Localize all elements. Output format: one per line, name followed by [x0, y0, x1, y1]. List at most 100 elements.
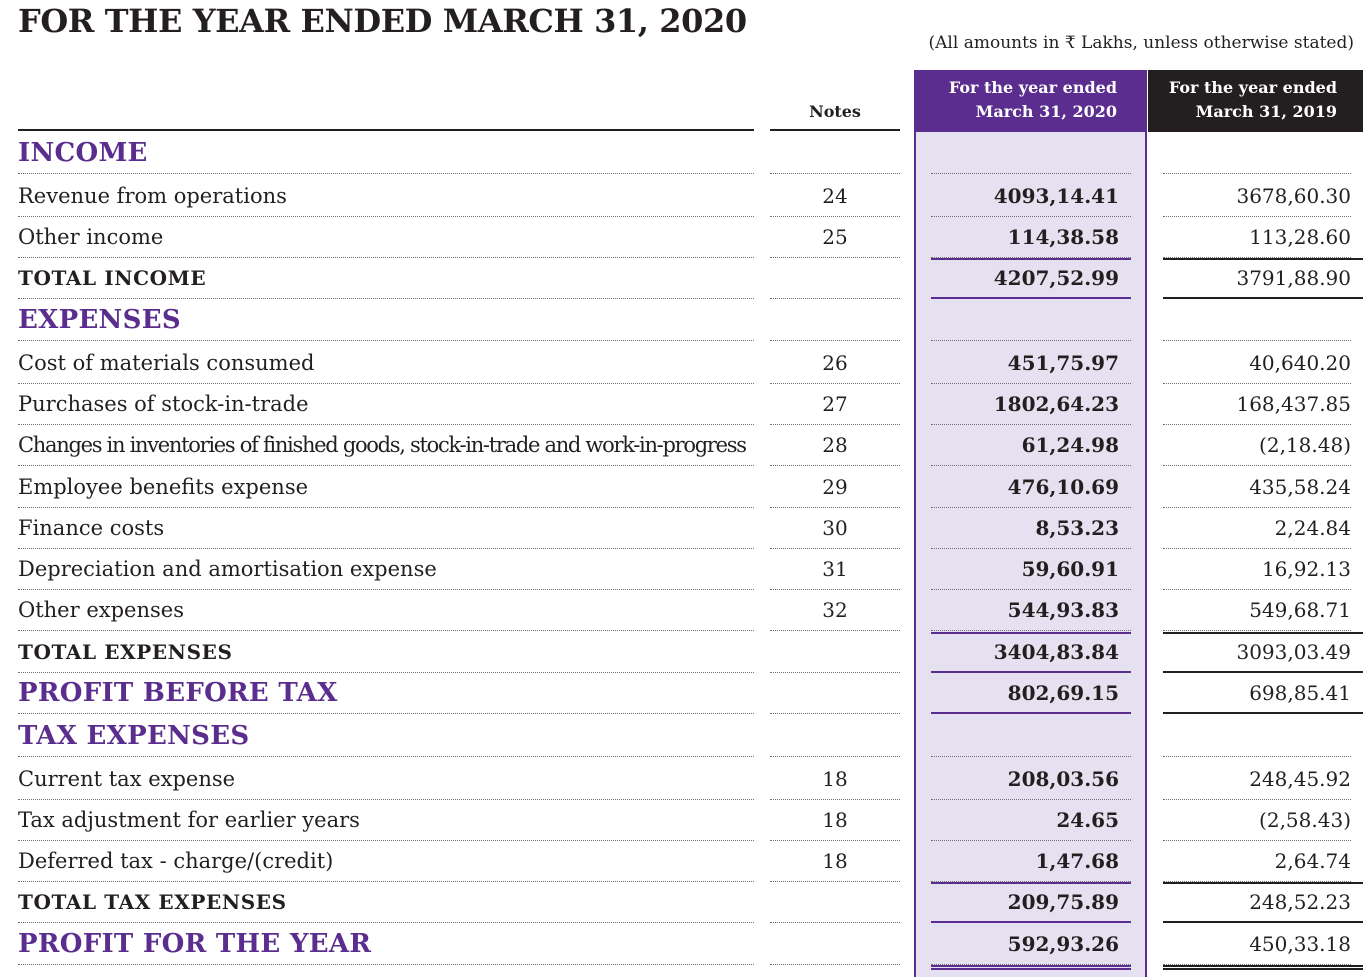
row-divider	[931, 840, 1131, 841]
header-rule-notes	[770, 129, 900, 131]
row-divider	[931, 756, 1131, 757]
row-label: PROFIT FOR THE YEAR	[18, 929, 372, 959]
row-divider	[770, 630, 900, 631]
row-divider	[770, 548, 900, 549]
row-note	[770, 882, 900, 923]
row-value-2019: 3791,88.90	[1236, 266, 1351, 290]
subtotal-rule	[1163, 258, 1363, 260]
row-value-2020: 59,60.91	[1021, 557, 1119, 581]
row-label: Revenue from operations	[18, 184, 287, 208]
row-divider	[770, 424, 900, 425]
table-row: INCOME	[0, 133, 1372, 174]
row-divider	[18, 799, 754, 800]
row-divider	[1163, 424, 1351, 425]
row-value-2020	[931, 133, 1119, 174]
row-divider	[18, 507, 754, 508]
row-divider	[770, 589, 900, 590]
previous-year-column-header: For the year ended March 31, 2019	[1148, 70, 1363, 132]
table-row: PROFIT BEFORE TAX 802,69.15 698,85.41	[0, 673, 1372, 714]
row-divider	[931, 630, 1131, 631]
row-note: 27	[822, 392, 848, 416]
row-divider	[931, 964, 1131, 965]
row-value-2019: 248,52.23	[1249, 890, 1351, 914]
row-label: INCOME	[18, 138, 148, 168]
row-note: 18	[822, 767, 848, 791]
row-value-2019	[1163, 300, 1351, 341]
row-value-2019: 16,92.13	[1261, 557, 1351, 581]
total-rule	[931, 297, 1131, 299]
row-divider	[931, 548, 1131, 549]
previous-year-header-line-2: March 31, 2019	[1195, 102, 1337, 121]
row-value-2020: 3404,83.84	[993, 640, 1119, 664]
row-value-2020: 4093,14.41	[993, 184, 1119, 208]
total-rule	[1163, 297, 1363, 299]
row-divider	[18, 298, 754, 299]
row-divider	[1163, 630, 1351, 631]
table-row: TOTAL INCOME 4207,52.99 3791,88.90	[0, 258, 1372, 299]
table-row: TOTAL TAX EXPENSES 209,75.89 248,52.23	[0, 882, 1372, 923]
row-divider	[1163, 173, 1351, 174]
row-divider	[1163, 840, 1351, 841]
row-value-2020: 451,75.97	[1007, 351, 1119, 375]
table-row: TAX EXPENSES	[0, 716, 1372, 757]
row-divider	[18, 589, 754, 590]
current-year-header-line-1: For the year ended	[948, 78, 1117, 97]
row-label: Purchases of stock-in-trade	[18, 392, 309, 416]
row-label: TOTAL TAX EXPENSES	[18, 890, 287, 914]
row-label: Other expenses	[18, 598, 184, 622]
row-divider	[18, 713, 754, 714]
row-divider	[931, 799, 1131, 800]
previous-year-header-line-1: For the year ended	[1168, 78, 1337, 97]
row-divider	[931, 257, 1131, 258]
current-year-column-shade	[914, 70, 1147, 977]
row-value-2020: 544,93.83	[1007, 598, 1119, 622]
row-divider	[770, 713, 900, 714]
row-divider	[18, 340, 754, 341]
row-value-2020: 114,38.58	[1007, 225, 1119, 249]
row-value-2020	[931, 300, 1119, 341]
table-row: Revenue from operations 24 4093,14.41 3678,…	[0, 176, 1372, 217]
table-row: Cost of materials consumed 26 451,75.97 40,…	[0, 343, 1372, 384]
row-divider	[18, 840, 754, 841]
table-row: TOTAL EXPENSES 3404,83.84 3093,03.49	[0, 632, 1372, 673]
row-value-2020: 208,03.56	[1007, 767, 1119, 791]
row-value-2019	[1163, 716, 1351, 757]
row-note: 32	[822, 598, 848, 622]
row-note: 28	[822, 433, 848, 457]
row-divider	[931, 507, 1131, 508]
notes-column-header: Notes	[809, 102, 861, 121]
row-divider	[770, 799, 900, 800]
row-value-2019: 698,85.41	[1249, 681, 1351, 705]
row-divider	[1163, 799, 1351, 800]
row-divider	[931, 881, 1131, 882]
row-divider	[18, 672, 754, 673]
row-divider	[770, 216, 900, 217]
row-value-2019: 168,437.85	[1236, 392, 1351, 416]
page-title: FOR THE YEAR ENDED MARCH 31, 2020	[18, 2, 747, 40]
row-value-2019	[1163, 133, 1351, 174]
subtotal-rule	[931, 258, 1131, 260]
row-value-2019: 40,640.20	[1249, 351, 1351, 375]
total-rule	[1163, 671, 1363, 673]
row-divider	[931, 589, 1131, 590]
subtotal-rule	[1163, 882, 1363, 884]
total-rule	[931, 921, 1131, 923]
table-row: Other expenses 32 544,93.83 549,68.71	[0, 590, 1372, 631]
row-divider	[931, 424, 1131, 425]
row-note: 31	[822, 557, 848, 581]
row-note	[770, 673, 900, 714]
row-note: 29	[822, 475, 848, 499]
row-divider	[770, 840, 900, 841]
row-divider	[770, 465, 900, 466]
row-divider	[18, 922, 754, 923]
row-divider	[770, 257, 900, 258]
row-divider	[770, 507, 900, 508]
row-value-2019: 450,33.18	[1249, 932, 1351, 956]
row-divider	[1163, 257, 1351, 258]
row-divider	[1163, 589, 1351, 590]
row-value-2019: 549,68.71	[1249, 598, 1351, 622]
row-label: Finance costs	[18, 516, 165, 540]
row-value-2019: 435,58.24	[1249, 475, 1351, 499]
row-divider	[770, 173, 900, 174]
units-note: (All amounts in ₹ Lakhs, unless otherwis…	[928, 33, 1354, 53]
